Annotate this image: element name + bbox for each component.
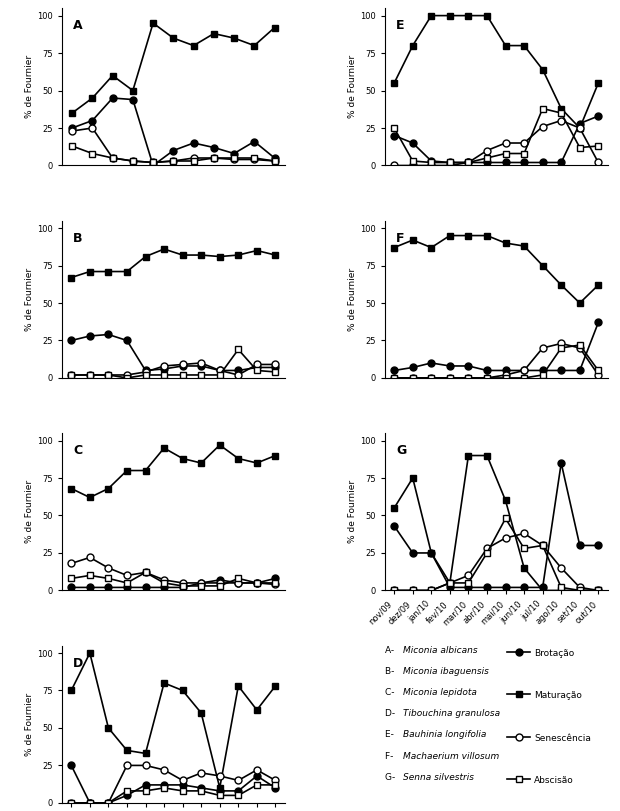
Text: E: E bbox=[396, 19, 404, 32]
Y-axis label: % de Fournier: % de Fournier bbox=[25, 268, 35, 331]
Text: C-: C- bbox=[385, 688, 397, 697]
Text: Senna silvestris: Senna silvestris bbox=[403, 773, 474, 782]
Text: Machaerium villosum: Machaerium villosum bbox=[403, 752, 499, 761]
Text: A-: A- bbox=[385, 646, 397, 654]
Text: Senescência: Senescência bbox=[534, 734, 591, 743]
Text: Bauhinia longifolia: Bauhinia longifolia bbox=[403, 731, 486, 740]
Text: E-: E- bbox=[385, 731, 397, 740]
Y-axis label: % de Fournier: % de Fournier bbox=[25, 480, 35, 543]
Text: G: G bbox=[396, 444, 406, 457]
Text: Brotação: Brotação bbox=[534, 649, 574, 658]
Text: Miconia ibaguensis: Miconia ibaguensis bbox=[403, 667, 489, 676]
Text: D-: D- bbox=[385, 710, 398, 719]
Text: B: B bbox=[73, 232, 82, 245]
Y-axis label: % de Fournier: % de Fournier bbox=[348, 268, 357, 331]
Y-axis label: % de Fournier: % de Fournier bbox=[348, 480, 357, 543]
Text: Abscisão: Abscisão bbox=[534, 776, 574, 785]
Text: Miconia albicans: Miconia albicans bbox=[403, 646, 477, 654]
Y-axis label: % de Fournier: % de Fournier bbox=[25, 55, 35, 118]
Text: F: F bbox=[396, 232, 404, 245]
Text: Maturação: Maturação bbox=[534, 691, 582, 700]
Text: Miconia lepidota: Miconia lepidota bbox=[403, 688, 477, 697]
Text: A: A bbox=[73, 19, 82, 32]
Text: B-: B- bbox=[385, 667, 397, 676]
Text: F-: F- bbox=[385, 752, 396, 761]
Text: D: D bbox=[73, 657, 83, 670]
Y-axis label: % de Fournier: % de Fournier bbox=[348, 55, 357, 118]
Text: G-: G- bbox=[385, 773, 398, 782]
Text: C: C bbox=[73, 444, 82, 457]
Text: Tibouchina granulosa: Tibouchina granulosa bbox=[403, 710, 500, 719]
Y-axis label: % de Fournier: % de Fournier bbox=[25, 693, 35, 756]
